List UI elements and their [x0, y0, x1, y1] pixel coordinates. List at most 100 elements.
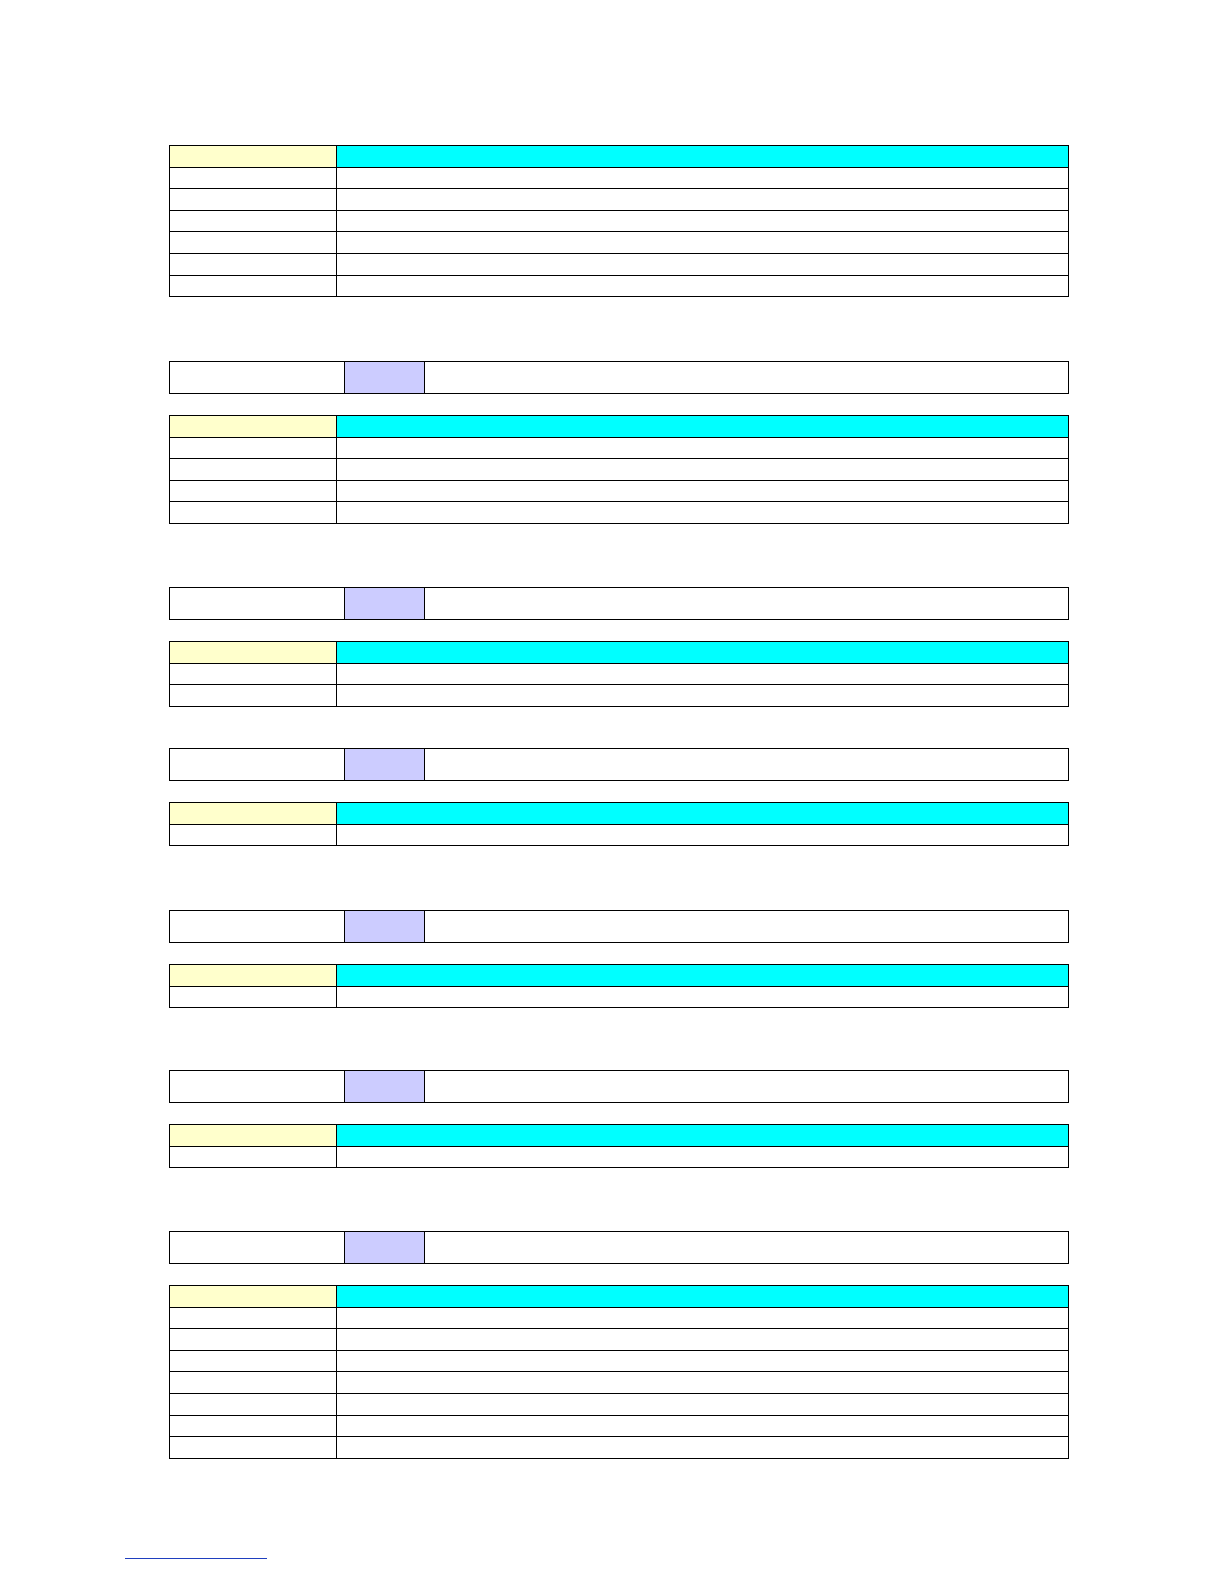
selector-row-3 — [169, 748, 1069, 781]
selector-tag-button[interactable] — [345, 588, 425, 619]
row-value-cell — [336, 1414, 1069, 1438]
table-row — [169, 684, 1069, 707]
table-row — [169, 823, 1069, 847]
table-row — [169, 985, 1069, 1009]
row-key-cell — [169, 501, 337, 524]
selector-label — [170, 1232, 345, 1263]
row-value-cell — [336, 252, 1069, 276]
row-key-cell — [169, 1145, 337, 1169]
header-key-cell — [169, 1124, 337, 1147]
table-row — [169, 1306, 1069, 1330]
row-value-cell — [336, 458, 1069, 481]
header-key-cell — [169, 802, 337, 825]
selector-value — [425, 1232, 1068, 1263]
selector-value — [425, 749, 1068, 780]
table-row — [169, 188, 1069, 211]
row-key-cell — [169, 274, 337, 298]
table-row — [169, 209, 1069, 233]
selector-value — [425, 911, 1068, 942]
table-header-row — [169, 415, 1069, 438]
table-row — [169, 662, 1069, 686]
selector-tag-button[interactable] — [345, 911, 425, 942]
selector-row-5 — [169, 1070, 1069, 1103]
row-value-cell — [336, 166, 1069, 190]
row-value-cell — [336, 662, 1069, 686]
table-row — [169, 501, 1069, 524]
selector-row-6 — [169, 1231, 1069, 1264]
selector-row-4 — [169, 910, 1069, 943]
row-key-cell — [169, 1436, 337, 1459]
row-key-cell — [169, 209, 337, 233]
selector-value — [425, 588, 1068, 619]
row-value-cell — [336, 1392, 1069, 1416]
header-key-cell — [169, 964, 337, 987]
table-row — [169, 1436, 1069, 1459]
table-row — [169, 166, 1069, 190]
table-row — [169, 1392, 1069, 1416]
selector-label — [170, 362, 345, 393]
table-header-row — [169, 1124, 1069, 1147]
header-key-cell — [169, 1285, 337, 1308]
row-value-cell — [336, 985, 1069, 1009]
row-key-cell — [169, 458, 337, 481]
row-value-cell — [336, 436, 1069, 460]
header-value-cell — [336, 802, 1069, 825]
selector-label — [170, 1071, 345, 1102]
row-key-cell — [169, 252, 337, 276]
header-key-cell — [169, 641, 337, 664]
property-table-0 — [169, 145, 1069, 298]
row-key-cell — [169, 1306, 337, 1330]
row-value-cell — [336, 231, 1069, 254]
header-value-cell — [336, 641, 1069, 664]
row-value-cell — [336, 1371, 1069, 1394]
table-header-row — [169, 1285, 1069, 1308]
row-key-cell — [169, 231, 337, 254]
row-value-cell — [336, 1349, 1069, 1373]
table-row — [169, 231, 1069, 254]
property-table-6 — [169, 1285, 1069, 1459]
row-value-cell — [336, 501, 1069, 524]
table-header-row — [169, 802, 1069, 825]
row-key-cell — [169, 684, 337, 707]
table-row — [169, 252, 1069, 276]
header-value-cell — [336, 145, 1069, 168]
row-key-cell — [169, 823, 337, 847]
header-value-cell — [336, 415, 1069, 438]
row-value-cell — [336, 274, 1069, 298]
selector-value — [425, 362, 1068, 393]
row-value-cell — [336, 1306, 1069, 1330]
header-value-cell — [336, 964, 1069, 987]
selector-tag-button[interactable] — [345, 749, 425, 780]
row-value-cell — [336, 209, 1069, 233]
property-table-2 — [169, 641, 1069, 707]
table-header-row — [169, 145, 1069, 168]
row-key-cell — [169, 1371, 337, 1394]
selector-label — [170, 749, 345, 780]
row-value-cell — [336, 1145, 1069, 1169]
row-value-cell — [336, 684, 1069, 707]
header-key-cell — [169, 145, 337, 168]
property-table-3 — [169, 802, 1069, 847]
row-key-cell — [169, 1414, 337, 1438]
selector-tag-button[interactable] — [345, 1232, 425, 1263]
table-row — [169, 479, 1069, 503]
row-key-cell — [169, 662, 337, 686]
table-header-row — [169, 964, 1069, 987]
row-value-cell — [336, 823, 1069, 847]
row-key-cell — [169, 1349, 337, 1373]
row-value-cell — [336, 188, 1069, 211]
row-value-cell — [336, 1436, 1069, 1459]
selector-label — [170, 911, 345, 942]
table-header-row — [169, 641, 1069, 664]
property-table-1 — [169, 415, 1069, 524]
row-value-cell — [336, 479, 1069, 503]
table-row — [169, 1371, 1069, 1394]
selector-tag-button[interactable] — [345, 1071, 425, 1102]
header-value-cell — [336, 1285, 1069, 1308]
selector-label — [170, 588, 345, 619]
table-row — [169, 436, 1069, 460]
selector-tag-button[interactable] — [345, 362, 425, 393]
property-table-5 — [169, 1124, 1069, 1169]
selector-value — [425, 1071, 1068, 1102]
property-table-4 — [169, 964, 1069, 1009]
